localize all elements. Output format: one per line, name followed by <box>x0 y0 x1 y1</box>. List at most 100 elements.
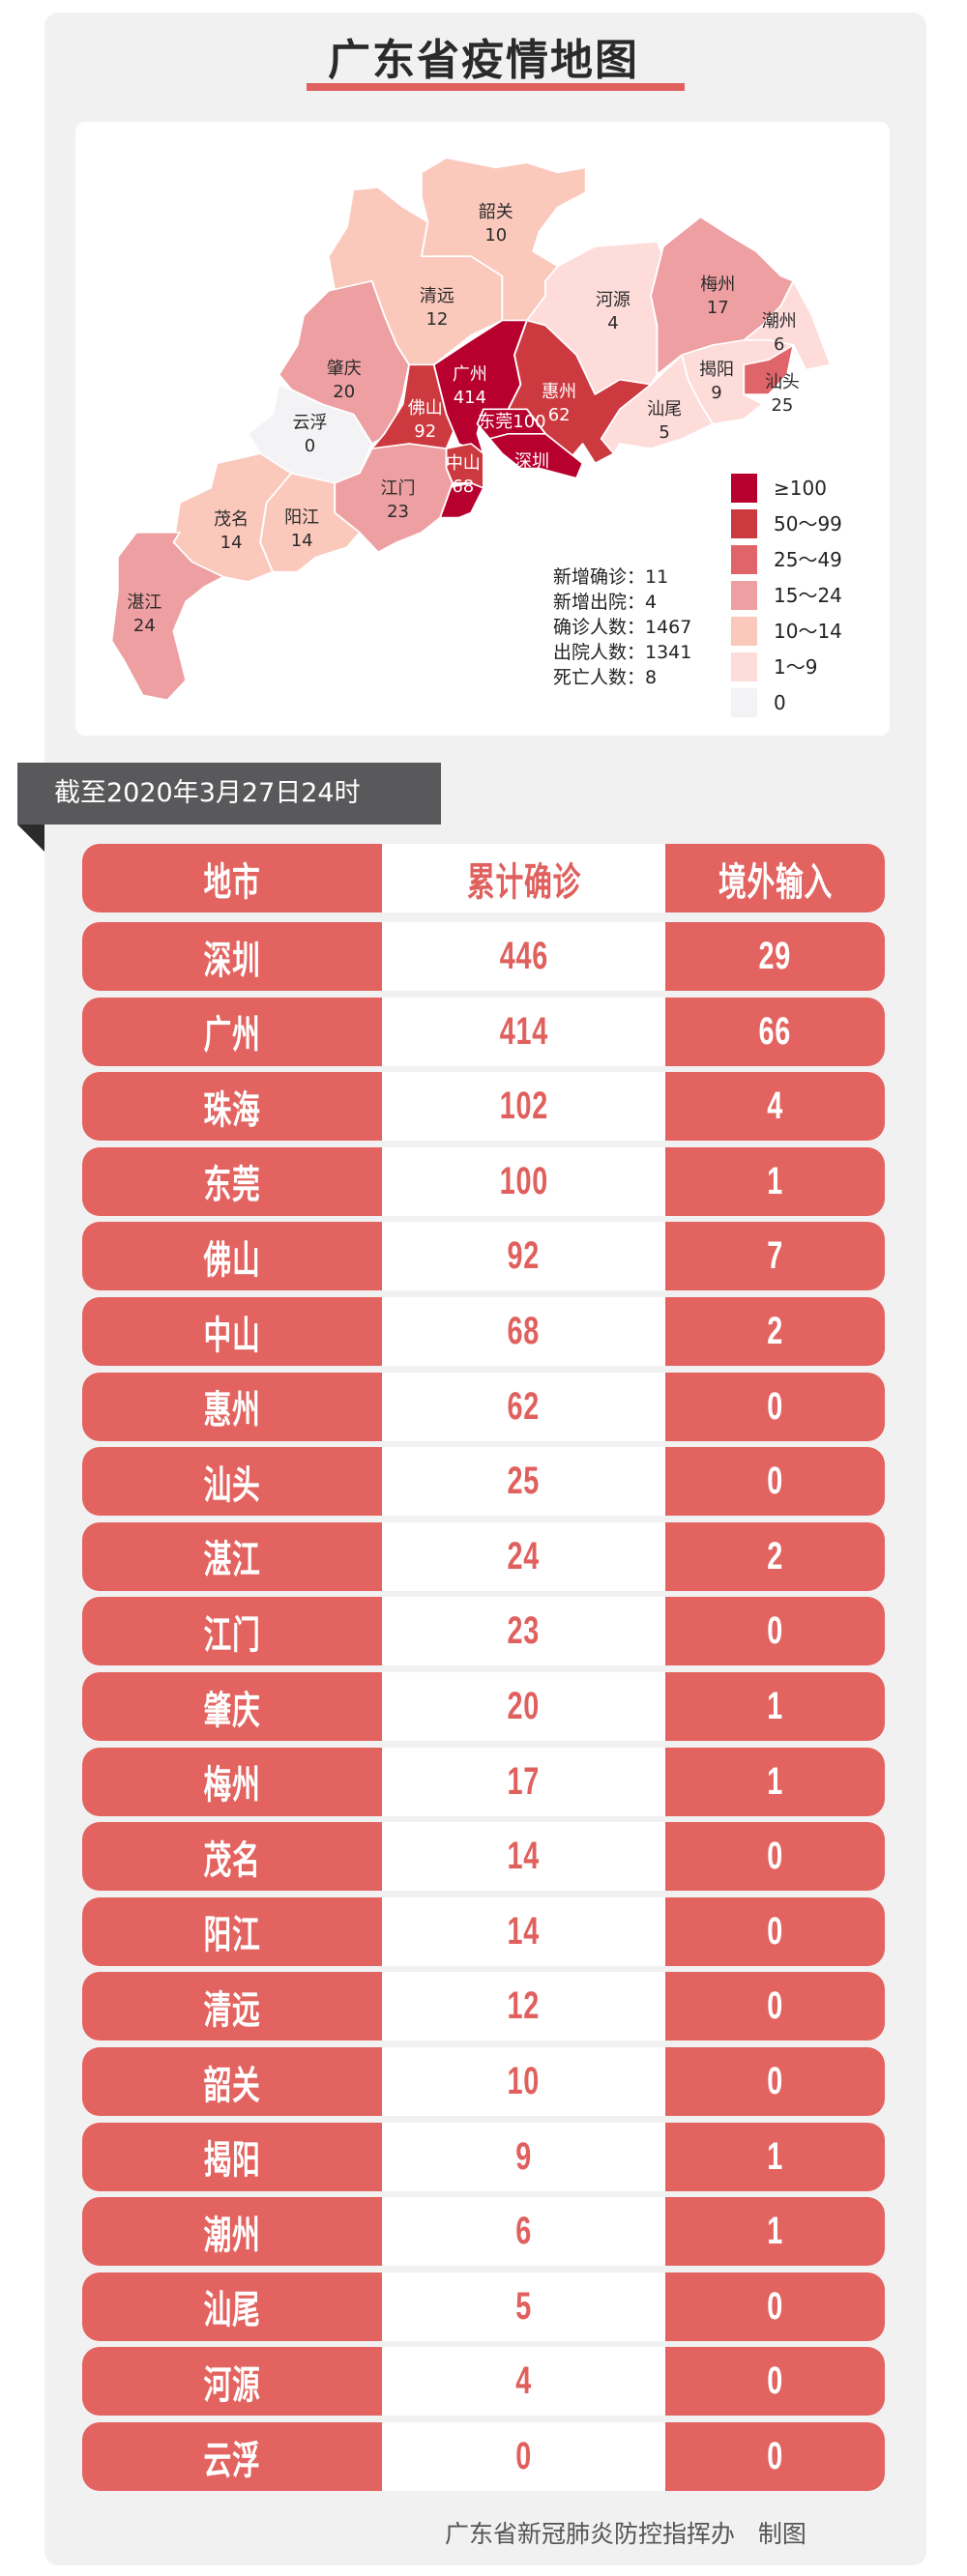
region-count: 23 <box>387 501 409 522</box>
region-name: 佛山 <box>407 397 443 419</box>
city-cell: 广州 <box>82 997 382 1066</box>
cell-text: 韶关 <box>203 2064 261 2107</box>
imported-cell: 29 <box>665 922 885 991</box>
cell-text: 2 <box>767 1534 783 1577</box>
map-region-label: 汕尾 5 <box>647 398 682 445</box>
region-count: 12 <box>425 309 449 331</box>
cell-text: 1 <box>767 1685 783 1727</box>
map-region-label: 清远 12 <box>420 285 454 332</box>
cell-text: 6 <box>515 2210 532 2253</box>
cell-text: 惠州 <box>203 1389 261 1433</box>
map-region-label: 广州 414 <box>453 363 487 410</box>
city-cell: 肇庆 <box>82 1672 382 1741</box>
confirmed-cell: 10 <box>382 2047 665 2116</box>
table-header: 地市 累计确诊 境外输入 <box>82 844 885 912</box>
city-cell: 潮州 <box>82 2197 382 2267</box>
map-region-label: 珠海 102 <box>478 500 513 546</box>
region-name: 广州 <box>452 363 487 385</box>
cell-text: 14 <box>507 1909 541 1953</box>
stat-line: 出院人数：1341 <box>553 642 692 663</box>
city-cell: 东莞 <box>82 1146 382 1216</box>
cell-text: 4 <box>515 2359 532 2403</box>
table-row: 河源 4 0 <box>82 2347 885 2417</box>
region-name: 揭阳 <box>698 359 734 380</box>
table-row: 湛江 24 2 <box>82 1521 885 1591</box>
region-name: 云浮 <box>292 412 328 433</box>
cell-text: 446 <box>499 935 548 977</box>
map-region-label: 茂名 14 <box>214 508 249 555</box>
cell-text: 0 <box>767 2284 783 2328</box>
imported-cell: 境外输入 <box>665 844 885 912</box>
cell-text: 0 <box>767 2359 783 2403</box>
cell-text: 梅州 <box>203 1764 261 1808</box>
legend-swatch <box>731 581 757 610</box>
cell-text: 2 <box>767 1310 783 1352</box>
imported-cell: 66 <box>665 997 885 1066</box>
legend-label: 1～9 <box>774 655 818 679</box>
imported-cell: 0 <box>665 1822 885 1892</box>
table-row: 汕头 25 0 <box>82 1447 885 1517</box>
cell-text: 24 <box>507 1534 541 1577</box>
cell-text: 0 <box>767 2435 783 2477</box>
map-region-label: 惠州 62 <box>542 381 576 427</box>
table-row: 佛山 92 7 <box>82 1222 885 1291</box>
table-row: 惠州 62 0 <box>82 1372 885 1441</box>
date-banner: 截至2020年3月27日24时 <box>17 763 441 825</box>
region-count: 6 <box>774 333 785 355</box>
cell-text: 肇庆 <box>203 1689 261 1732</box>
imported-cell: 0 <box>665 1896 885 1966</box>
table-row: 揭阳 9 1 <box>82 2122 885 2191</box>
table-row: 清远 12 0 <box>82 1972 885 2041</box>
region-name: 惠州 <box>542 382 577 403</box>
cell-text: 1 <box>767 2134 783 2178</box>
legend-label: 50～99 <box>774 512 842 535</box>
cell-text: 0 <box>767 1909 783 1953</box>
legend-swatch <box>731 509 757 538</box>
region-name: 汕头 <box>764 372 800 392</box>
cell-text: 25 <box>507 1460 541 1503</box>
region-name: 东莞 <box>478 412 513 433</box>
cell-text: 0 <box>515 2435 532 2477</box>
city-cell: 揭阳 <box>82 2122 382 2191</box>
map-region-label: 湛江 24 <box>127 592 161 638</box>
region-name: 肇庆 <box>326 358 362 379</box>
cell-text: 0 <box>767 1835 783 1878</box>
cell-text: 广州 <box>203 1014 261 1057</box>
imported-cell: 0 <box>665 1597 885 1666</box>
map-region-label: 河源 4 <box>596 289 630 335</box>
region-name: 阳江 <box>284 507 320 529</box>
region-count: 9 <box>711 382 722 403</box>
summary-stats: 新增确诊：11 新增出院：4 确诊人数：1467 出院人数：1341 死亡人数：8 <box>553 564 691 690</box>
cell-text: 境外输入 <box>718 860 833 904</box>
table-row: 梅州 17 1 <box>82 1747 885 1816</box>
map-region-label: 云浮 0 <box>293 412 328 458</box>
cell-text: 累计确诊 <box>466 860 581 904</box>
imported-cell: 0 <box>665 1447 885 1517</box>
cell-text: 14 <box>507 1835 541 1878</box>
banner-fold <box>17 825 44 852</box>
legend-label: 15～24 <box>774 584 842 607</box>
imported-cell: 0 <box>665 2047 885 2116</box>
confirmed-cell: 4 <box>382 2347 665 2417</box>
cell-text: 1 <box>767 1159 783 1202</box>
cell-text: 河源 <box>203 2363 261 2407</box>
city-cell: 深圳 <box>82 922 382 991</box>
cell-text: 10 <box>507 2060 541 2102</box>
confirmed-cell: 20 <box>382 1672 665 1741</box>
confirmed-cell: 5 <box>382 2272 665 2341</box>
map-region-label: 肇庆 20 <box>327 358 362 404</box>
region-count: 0 <box>304 435 316 456</box>
region-count: 25 <box>771 395 794 416</box>
table-row: 阳江 14 0 <box>82 1896 885 1966</box>
map-region-label: 东莞100 <box>478 411 545 434</box>
region-count: 100 <box>513 412 546 433</box>
region-count: 14 <box>220 532 243 553</box>
table-row: 珠海 102 4 <box>82 1072 885 1142</box>
region-name: 韶关 <box>478 202 513 223</box>
map-region-label: 佛山 92 <box>408 397 443 444</box>
stat-line: 死亡人数：8 <box>553 667 658 688</box>
cell-text: 云浮 <box>203 2439 261 2482</box>
region-count: 446 <box>514 474 549 495</box>
map-region-label: 梅州 17 <box>700 274 735 320</box>
table-row: 云浮 0 0 <box>82 2422 885 2491</box>
